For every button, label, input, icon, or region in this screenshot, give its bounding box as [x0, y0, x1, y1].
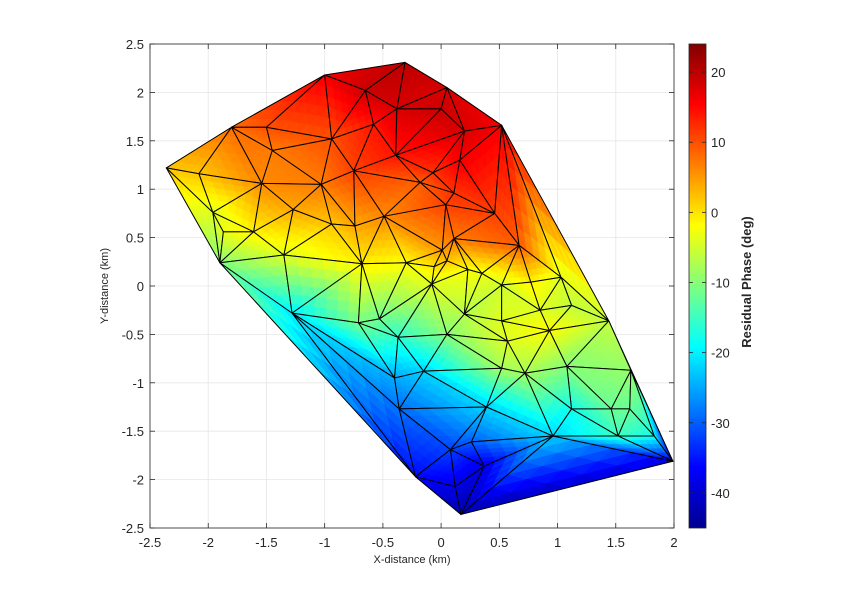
residual-phase-plot: -2.5-2-1.5-1-0.500.511.52-2.5-2-1.5-1-0.… — [0, 0, 842, 595]
plot-svg: -2.5-2-1.5-1-0.500.511.52-2.5-2-1.5-1-0.… — [0, 0, 842, 595]
